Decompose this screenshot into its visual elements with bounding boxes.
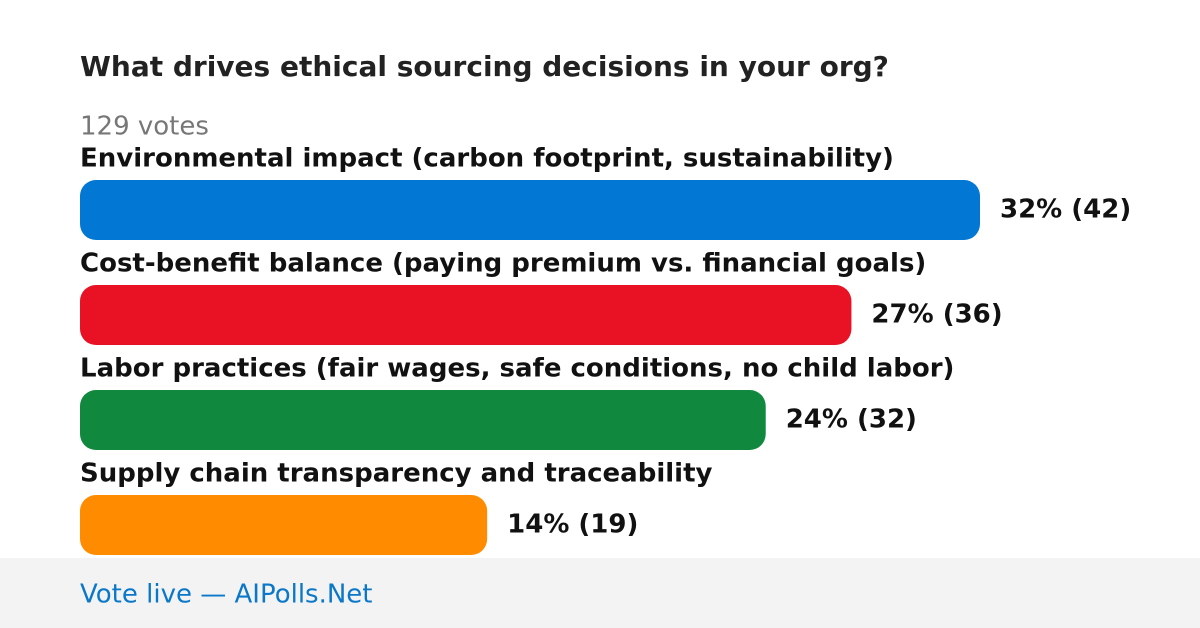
footer-bar	[0, 558, 1200, 628]
option-label: Environmental impact (carbon footprint, …	[80, 144, 894, 174]
bar	[80, 495, 488, 555]
poll-title: What drives ethical sourcing decisions i…	[80, 50, 889, 83]
option-label: Labor practices (fair wages, safe condit…	[80, 354, 954, 384]
bar	[80, 285, 852, 345]
value-label: 32% (42)	[1000, 195, 1131, 225]
value-label: 14% (19)	[507, 510, 638, 540]
value-label: 27% (36)	[871, 300, 1002, 330]
footer-link[interactable]: Vote live — AIPolls.Net	[80, 580, 373, 610]
value-label: 24% (32)	[786, 405, 917, 435]
option-label: Supply chain transparency and traceabili…	[80, 459, 713, 489]
vote-count: 129 votes	[80, 112, 209, 142]
bar	[80, 180, 980, 240]
option-label: Cost-benefit balance (paying premium vs.…	[80, 249, 926, 279]
bar	[80, 390, 766, 450]
